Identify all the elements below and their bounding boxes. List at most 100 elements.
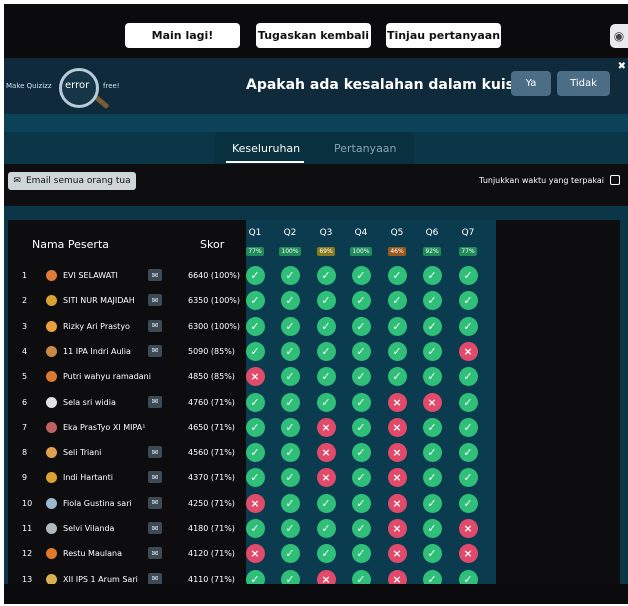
correct-icon[interactable]: ✓ bbox=[280, 569, 300, 589]
correct-icon[interactable]: ✓ bbox=[422, 291, 442, 311]
correct-icon[interactable]: ✓ bbox=[387, 266, 407, 285]
show-time-checkbox[interactable] bbox=[610, 175, 620, 185]
question-header[interactable]: Q6 92% bbox=[416, 228, 448, 257]
correct-icon[interactable]: ✓ bbox=[458, 468, 478, 488]
correct-icon[interactable]: ✓ bbox=[351, 468, 371, 488]
incorrect-icon[interactable]: × bbox=[387, 519, 407, 538]
correct-icon[interactable]: ✓ bbox=[316, 493, 336, 513]
correct-icon[interactable]: ✓ bbox=[245, 443, 265, 463]
participant-name[interactable]: Indi Hartanti bbox=[63, 473, 113, 483]
incorrect-icon[interactable]: × bbox=[316, 443, 336, 463]
correct-icon[interactable]: ✓ bbox=[280, 291, 300, 311]
correct-icon[interactable]: ✓ bbox=[245, 316, 265, 336]
correct-icon[interactable]: ✓ bbox=[316, 291, 336, 311]
incorrect-icon[interactable]: × bbox=[458, 341, 478, 361]
correct-icon[interactable]: ✓ bbox=[422, 569, 442, 589]
correct-icon[interactable]: ✓ bbox=[316, 316, 336, 336]
yes-button[interactable]: Ya bbox=[511, 71, 551, 96]
incorrect-icon[interactable]: × bbox=[458, 544, 478, 564]
participant-name[interactable]: Sela sri widia bbox=[63, 397, 116, 407]
correct-icon[interactable]: ✓ bbox=[245, 569, 265, 589]
correct-icon[interactable]: ✓ bbox=[351, 392, 371, 412]
reassign-button[interactable]: Tugaskan kembali bbox=[256, 23, 371, 48]
correct-icon[interactable]: ✓ bbox=[245, 417, 265, 437]
mail-icon[interactable]: ✉ bbox=[148, 496, 162, 509]
table-row[interactable]: 4 11 IPA Indri Aulia ✉ 5090 (85%) ✓ ✓ ✓ ✓ ✓ ✓ × bbox=[8, 340, 620, 365]
tab-overall[interactable]: Keseluruhan bbox=[232, 142, 301, 155]
correct-icon[interactable]: ✓ bbox=[351, 316, 371, 336]
correct-icon[interactable]: ✓ bbox=[316, 367, 336, 387]
incorrect-icon[interactable]: × bbox=[387, 468, 407, 488]
correct-icon[interactable]: ✓ bbox=[316, 341, 336, 361]
table-row[interactable]: 3 Rizky Ari Prastyo ✉ 6300 (100%) ✓ ✓ ✓ ✓ ✓ ✓ ✓ bbox=[8, 315, 620, 340]
correct-icon[interactable]: ✓ bbox=[351, 544, 371, 564]
correct-icon[interactable]: ✓ bbox=[422, 493, 442, 513]
participant-name[interactable]: SITI NUR MAJIDAH bbox=[63, 296, 135, 306]
correct-icon[interactable]: ✓ bbox=[316, 544, 336, 564]
mail-icon[interactable]: ✉ bbox=[148, 395, 162, 408]
table-row[interactable]: 12 Restu Maulana ✉ 4120 (71%) × ✓ ✓ ✓ × ✓ × bbox=[8, 542, 620, 567]
table-row[interactable]: 7 Eka PrasTyo XI MIPA¹ 4650 (71%) ✓ ✓ × ✓ × ✓ ✓ bbox=[8, 416, 620, 441]
correct-icon[interactable]: ✓ bbox=[316, 266, 336, 285]
mail-icon[interactable]: ✉ bbox=[148, 269, 162, 281]
correct-icon[interactable]: ✓ bbox=[422, 417, 442, 437]
mail-icon[interactable]: ✉ bbox=[148, 547, 162, 560]
incorrect-icon[interactable]: × bbox=[245, 367, 265, 387]
participant-name[interactable]: Restu Maulana bbox=[63, 549, 123, 559]
table-row[interactable]: 1 EVI SELAWATI ✉ 6640 (100%) ✓ ✓ ✓ ✓ ✓ ✓ ✓ bbox=[8, 264, 620, 289]
correct-icon[interactable]: ✓ bbox=[422, 519, 442, 538]
correct-icon[interactable]: ✓ bbox=[280, 417, 300, 437]
mail-icon[interactable]: ✉ bbox=[148, 572, 162, 585]
correct-icon[interactable]: ✓ bbox=[422, 544, 442, 564]
palette-icon[interactable]: ◉ bbox=[610, 24, 628, 48]
incorrect-icon[interactable]: × bbox=[458, 519, 478, 538]
correct-icon[interactable]: ✓ bbox=[351, 417, 371, 437]
correct-icon[interactable]: ✓ bbox=[351, 493, 371, 513]
participant-name[interactable]: Selvi Vilanda bbox=[63, 524, 115, 533]
correct-icon[interactable]: ✓ bbox=[387, 341, 407, 361]
mail-icon[interactable]: ✉ bbox=[148, 446, 162, 459]
correct-icon[interactable]: ✓ bbox=[280, 316, 300, 336]
correct-icon[interactable]: ✓ bbox=[280, 468, 300, 488]
correct-icon[interactable]: ✓ bbox=[245, 392, 265, 412]
table-row[interactable]: 6 Sela sri widia ✉ 4760 (71%) ✓ ✓ ✓ ✓ × × ✓ bbox=[8, 391, 620, 416]
correct-icon[interactable]: ✓ bbox=[458, 493, 478, 513]
correct-icon[interactable]: ✓ bbox=[422, 468, 442, 488]
correct-icon[interactable]: ✓ bbox=[245, 341, 265, 361]
correct-icon[interactable]: ✓ bbox=[422, 266, 442, 285]
correct-icon[interactable]: ✓ bbox=[351, 291, 371, 311]
close-icon[interactable]: ✖ bbox=[617, 61, 626, 72]
question-header[interactable]: Q3 69% bbox=[310, 228, 342, 257]
incorrect-icon[interactable]: × bbox=[316, 417, 336, 437]
participant-name[interactable]: Fiola Gustina sari bbox=[63, 498, 132, 508]
table-row[interactable]: 2 SITI NUR MAJIDAH ✉ 6350 (100%) ✓ ✓ ✓ ✓ ✓ ✓ ✓ bbox=[8, 289, 620, 314]
mail-icon[interactable]: ✉ bbox=[148, 344, 162, 357]
correct-icon[interactable]: ✓ bbox=[458, 569, 478, 589]
incorrect-icon[interactable]: × bbox=[316, 569, 336, 589]
correct-icon[interactable]: ✓ bbox=[280, 544, 300, 564]
table-row[interactable]: 10 Fiola Gustina sari ✉ 4250 (71%) × ✓ ✓ ✓ × ✓ ✓ bbox=[8, 492, 620, 517]
mail-icon[interactable]: ✉ bbox=[148, 471, 162, 484]
correct-icon[interactable]: ✓ bbox=[422, 341, 442, 361]
correct-icon[interactable]: ✓ bbox=[351, 341, 371, 361]
table-row[interactable]: 5 Putri wahyu ramadani 4850 (85%) × ✓ ✓ ✓ ✓ ✓ ✓ bbox=[8, 365, 620, 390]
no-button[interactable]: Tidak bbox=[557, 71, 610, 96]
tab-questions[interactable]: Pertanyaan bbox=[334, 142, 397, 155]
correct-icon[interactable]: ✓ bbox=[316, 392, 336, 412]
table-row[interactable]: 9 Indi Hartanti ✉ 4370 (71%) ✓ ✓ × ✓ × ✓ ✓ bbox=[8, 466, 620, 491]
correct-icon[interactable]: ✓ bbox=[280, 392, 300, 412]
correct-icon[interactable]: ✓ bbox=[351, 266, 371, 285]
play-again-button[interactable]: Main lagi! bbox=[125, 23, 240, 48]
correct-icon[interactable]: ✓ bbox=[280, 341, 300, 361]
participant-name[interactable]: Rizky Ari Prastyo bbox=[63, 321, 130, 331]
correct-icon[interactable]: ✓ bbox=[280, 367, 300, 387]
correct-icon[interactable]: ✓ bbox=[280, 519, 300, 538]
correct-icon[interactable]: ✓ bbox=[458, 367, 478, 387]
correct-icon[interactable]: ✓ bbox=[280, 493, 300, 513]
incorrect-icon[interactable]: × bbox=[387, 544, 407, 564]
correct-icon[interactable]: ✓ bbox=[458, 417, 478, 437]
participant-name[interactable]: Eka PrasTyo XI MIPA¹ bbox=[63, 422, 146, 432]
incorrect-icon[interactable]: × bbox=[387, 493, 407, 513]
correct-icon[interactable]: ✓ bbox=[458, 291, 478, 311]
correct-icon[interactable]: ✓ bbox=[316, 519, 336, 538]
